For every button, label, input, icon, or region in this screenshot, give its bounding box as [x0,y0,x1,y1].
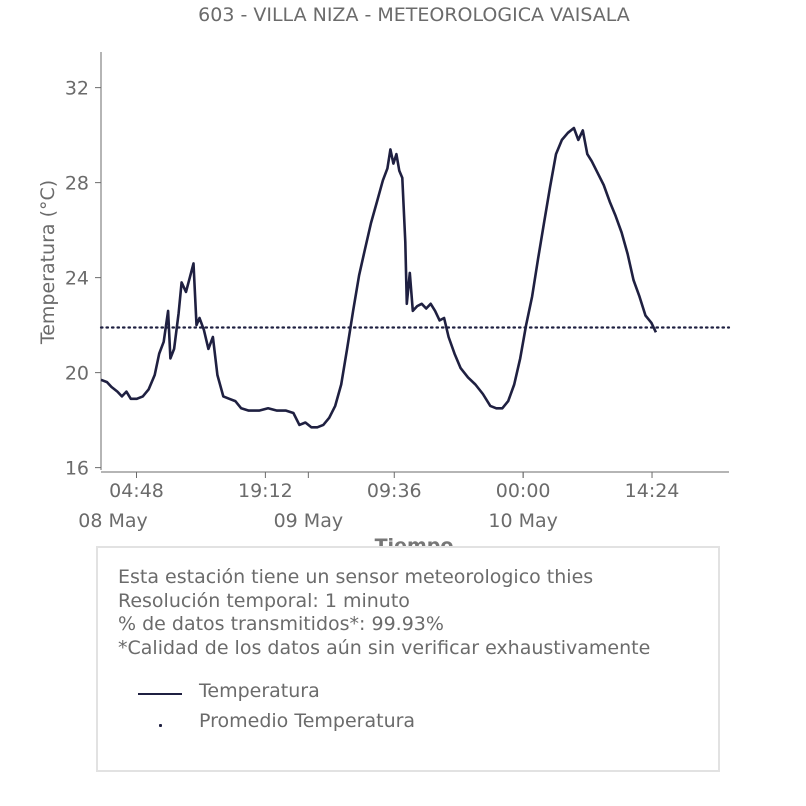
plot-area: 16 20 24 28 32 04:48 19:12 09:36 00:00 14:24 08 … [65,52,731,532]
date-ticks: 08 May 09 May 10 May [78,472,558,532]
x-tick-label: 04:48 [109,480,164,502]
y-tick-label: 16 [65,458,89,480]
legend-label: Temperatura [199,680,320,702]
x-tick-label: 00:00 [496,480,551,502]
date-tick-label: 09 May [274,510,344,532]
date-tick-label: 08 May [78,510,148,532]
info-line-quality-note: *Calidad de los datos aún sin verificar … [118,636,651,659]
date-tick-label: 10 May [488,510,558,532]
series-group [99,126,731,429]
temperature-series-line [100,126,658,429]
info-line-transmitted: % de datos transmitidos*: 99.93% [118,613,444,635]
info-line-resolution: Resolución temporal: 1 minuto [118,589,410,612]
chart-title: 603 - VILLA NIZA - METEOROLOGICA VAISALA [198,4,630,26]
legend-dot-swatch [159,724,162,727]
y-tick-label: 32 [65,78,89,100]
info-box: Esta estación tiene un sensor meteorolog… [96,546,720,772]
x-tick-label: 09:36 [367,480,422,502]
x-tick-label: 14:24 [625,480,680,502]
y-axis-label: Temperatura (°C) [37,180,59,345]
y-tick-label: 20 [65,363,89,385]
legend-label: Promedio Temperatura [199,710,416,732]
y-tick-label: 28 [65,173,89,195]
x-tick-label: 19:12 [238,480,293,502]
info-text: Esta estación tiene un sensor meteorolog… [118,566,650,660]
info-line-sensor: Esta estación tiene un sensor meteorolog… [118,566,594,588]
x-ticks: 04:48 19:12 09:36 00:00 14:24 [109,472,679,502]
y-tick-label: 24 [65,268,89,290]
y-ticks: 16 20 24 28 32 [65,78,101,480]
legend-line-swatch [138,693,182,695]
